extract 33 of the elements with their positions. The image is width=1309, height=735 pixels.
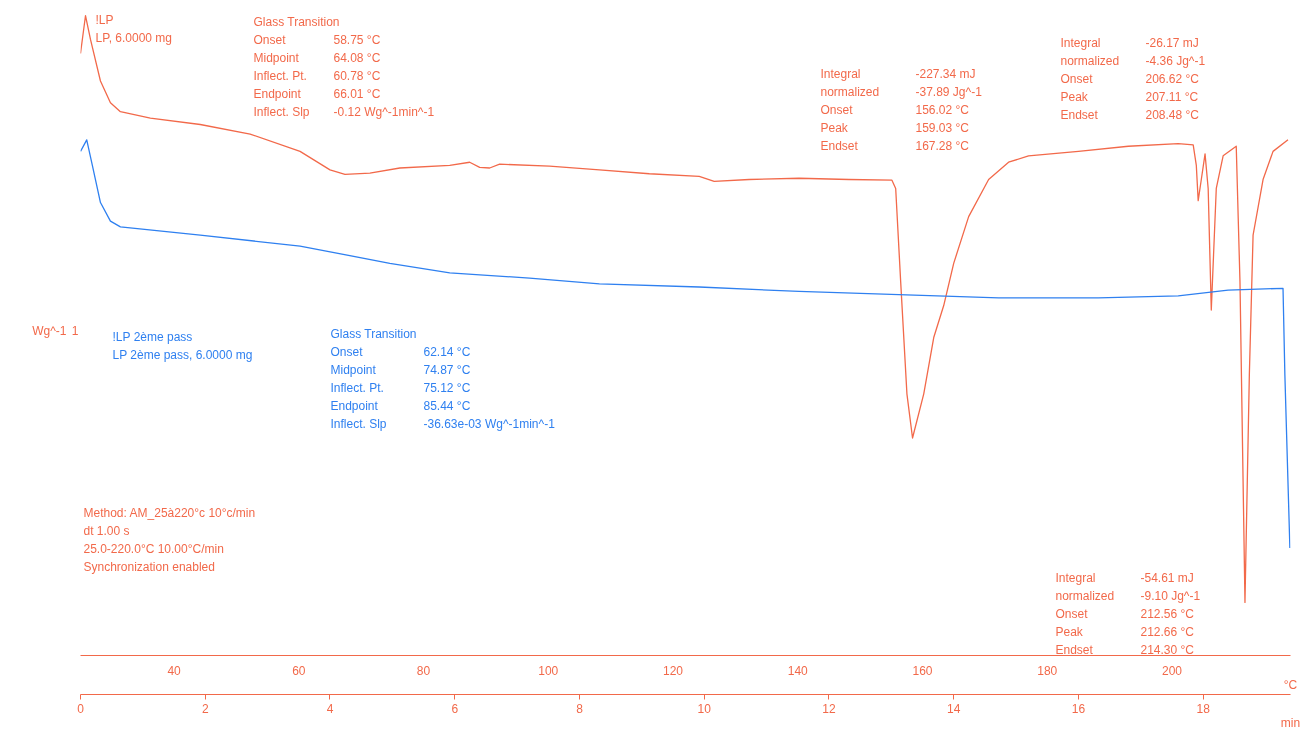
x2-tick-label: 160 — [912, 663, 933, 678]
y-axis-title: Wg^-1 — [32, 323, 67, 338]
text: 1 — [71, 324, 79, 338]
x2-axis-title: °C — [1283, 677, 1298, 692]
x-tick-label: 12 — [822, 701, 836, 716]
x2-tick-label: 100 — [538, 663, 559, 678]
annotation: !LP — [95, 12, 114, 27]
x2-tick-label: 120 — [663, 663, 684, 678]
x-tick-label: 6 — [451, 701, 459, 716]
x-tick-label: 4 — [326, 701, 334, 716]
annotation: Method: AM_25à220°c 10°c/min dt 1.00 s 25.0-220.0°C 10.00°C/min Synchronization enabled — [83, 505, 256, 574]
x2-tick-label: 200 — [1161, 663, 1183, 678]
text: Integral -227.34 mJ normalized -37.89 Jg^-1 Onset 156.02 °C Peak 159.03 °C Endset 167.28 °C — [820, 66, 982, 153]
x-tick-label: 8 — [576, 701, 584, 716]
x2-tick-label: 40 — [167, 663, 182, 678]
text: Integral -26.17 mJ normalized -4.36 Jg^-1 Onset 206.62 °C Peak 207.11 °C Endset 208.48 °C — [1060, 35, 1206, 122]
x2-tick-label: 80 — [416, 663, 431, 678]
x-tick-label: 16 — [1071, 701, 1086, 716]
x2-tick-label: 140 — [787, 663, 809, 678]
text: Glass Transition Onset 62.14 °C Midpoint 74.87 °C Inflect. Pt. 75.12 °C Endpoint 85.44 °C Inflect. Slp -36.63e-03 Wg^-1min^-1 — [330, 326, 555, 431]
x-tick-label: 10 — [697, 701, 712, 716]
x-tick-label: 14 — [947, 701, 961, 716]
x-axis-title: min — [1280, 715, 1301, 730]
text: Integral -54.61 mJ normalized -9.10 Jg^-1 Onset 212.56 °C Peak 212.66 °C Endset 214.30 °C — [1055, 570, 1201, 657]
x-tick-label: 18 — [1196, 701, 1211, 716]
text: LP 2ème pass, 6.0000 mg — [112, 347, 253, 362]
x2-tick-label: 60 — [292, 663, 306, 678]
x-tick-label: 0 — [77, 701, 85, 716]
series-label: LP, 6.0000 mg — [95, 30, 173, 45]
annotation: !LP 2ème pass — [112, 329, 193, 344]
x2-tick-label: 180 — [1037, 663, 1058, 678]
x-tick-label: 2 — [201, 701, 209, 716]
text: Glass Transition Onset 58.75 °C Midpoint 64.08 °C Inflect. Pt. 60.78 °C Endpoint 66.01 °C Inflect. Slp -0.12 Wg^-1min^-1 — [253, 14, 435, 119]
